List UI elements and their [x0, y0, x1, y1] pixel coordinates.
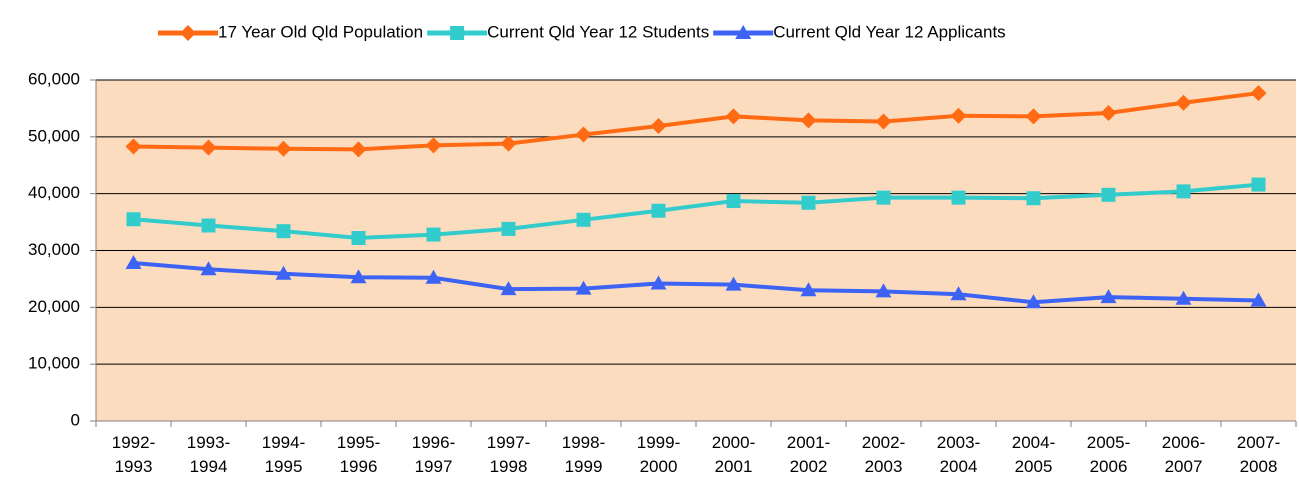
legend-label: Current Qld Year 12 Applicants [773, 22, 1005, 41]
y-tick-label: 60,000 [28, 69, 80, 88]
marker [950, 286, 967, 301]
marker [801, 195, 816, 210]
marker [800, 282, 817, 297]
y-tick-label: 10,000 [28, 354, 80, 373]
marker [1025, 108, 1042, 125]
series-line [133, 261, 1259, 305]
marker [800, 112, 817, 129]
y-tick-label: 20,000 [28, 297, 80, 316]
marker [950, 107, 967, 124]
marker [275, 140, 292, 157]
marker [425, 269, 442, 284]
marker [875, 113, 892, 130]
legend-label: 17 Year Old Qld Population [218, 22, 423, 41]
marker [351, 230, 366, 245]
x-tick-label: 1994-1995 [262, 433, 305, 476]
marker [726, 194, 741, 209]
marker [1026, 191, 1041, 206]
marker [500, 135, 517, 152]
x-tick-label: 2002-2003 [862, 433, 905, 476]
marker [1100, 289, 1117, 304]
marker [650, 275, 667, 290]
marker [450, 26, 465, 40]
x-tick-label: 1992-1993 [112, 433, 155, 476]
series-line [133, 182, 1259, 241]
x-tick-label: 1997-1998 [487, 433, 530, 476]
marker [650, 118, 667, 135]
marker [125, 138, 142, 155]
marker [275, 265, 292, 280]
marker [725, 276, 742, 291]
marker [350, 141, 367, 158]
marker [1251, 177, 1266, 192]
x-tick-label: 2006-2007 [1162, 433, 1205, 476]
x-tick-label: 2003-2004 [937, 433, 980, 476]
x-tick-label: 2007-2008 [1237, 433, 1280, 476]
x-tick-label: 2001-2002 [787, 433, 830, 476]
marker [200, 139, 217, 156]
marker [876, 190, 891, 205]
x-tick-label: 1995-1996 [337, 433, 380, 476]
marker [425, 137, 442, 154]
y-tick-label: 0 [71, 410, 80, 429]
marker [500, 281, 517, 296]
marker [1250, 85, 1267, 102]
y-tick-label: 40,000 [28, 183, 80, 202]
x-tick-label: 1993-1994 [187, 433, 230, 476]
x-tick-label: 2005-2006 [1087, 433, 1130, 476]
marker [651, 203, 666, 218]
marker [200, 261, 217, 276]
marker [951, 190, 966, 205]
legend-label: Current Qld Year 12 Students [487, 22, 709, 41]
y-tick-label: 50,000 [28, 126, 80, 145]
marker [501, 221, 516, 236]
series-line [133, 91, 1259, 152]
marker [126, 212, 141, 227]
x-tick-label: 1999-2000 [637, 433, 680, 476]
x-tick-label: 2004-2005 [1012, 433, 1055, 476]
marker [201, 218, 216, 233]
marker [1175, 94, 1192, 111]
marker [575, 126, 592, 143]
marker [875, 283, 892, 298]
x-tick-label: 2000-2001 [712, 433, 755, 476]
x-tick-label: 1998-1999 [562, 433, 605, 476]
x-tick-label: 1996-1997 [412, 433, 455, 476]
marker [1176, 184, 1191, 199]
marker [575, 280, 592, 295]
marker [735, 25, 752, 39]
marker [276, 224, 291, 239]
marker [1025, 294, 1042, 309]
marker [350, 269, 367, 284]
marker [426, 227, 441, 242]
marker [180, 25, 196, 41]
marker [725, 108, 742, 125]
marker [1175, 290, 1192, 305]
y-tick-label: 30,000 [28, 240, 80, 259]
marker [1101, 187, 1116, 202]
marker [576, 212, 591, 227]
marker [1250, 292, 1267, 307]
marker [125, 255, 142, 270]
marker [1100, 104, 1117, 121]
